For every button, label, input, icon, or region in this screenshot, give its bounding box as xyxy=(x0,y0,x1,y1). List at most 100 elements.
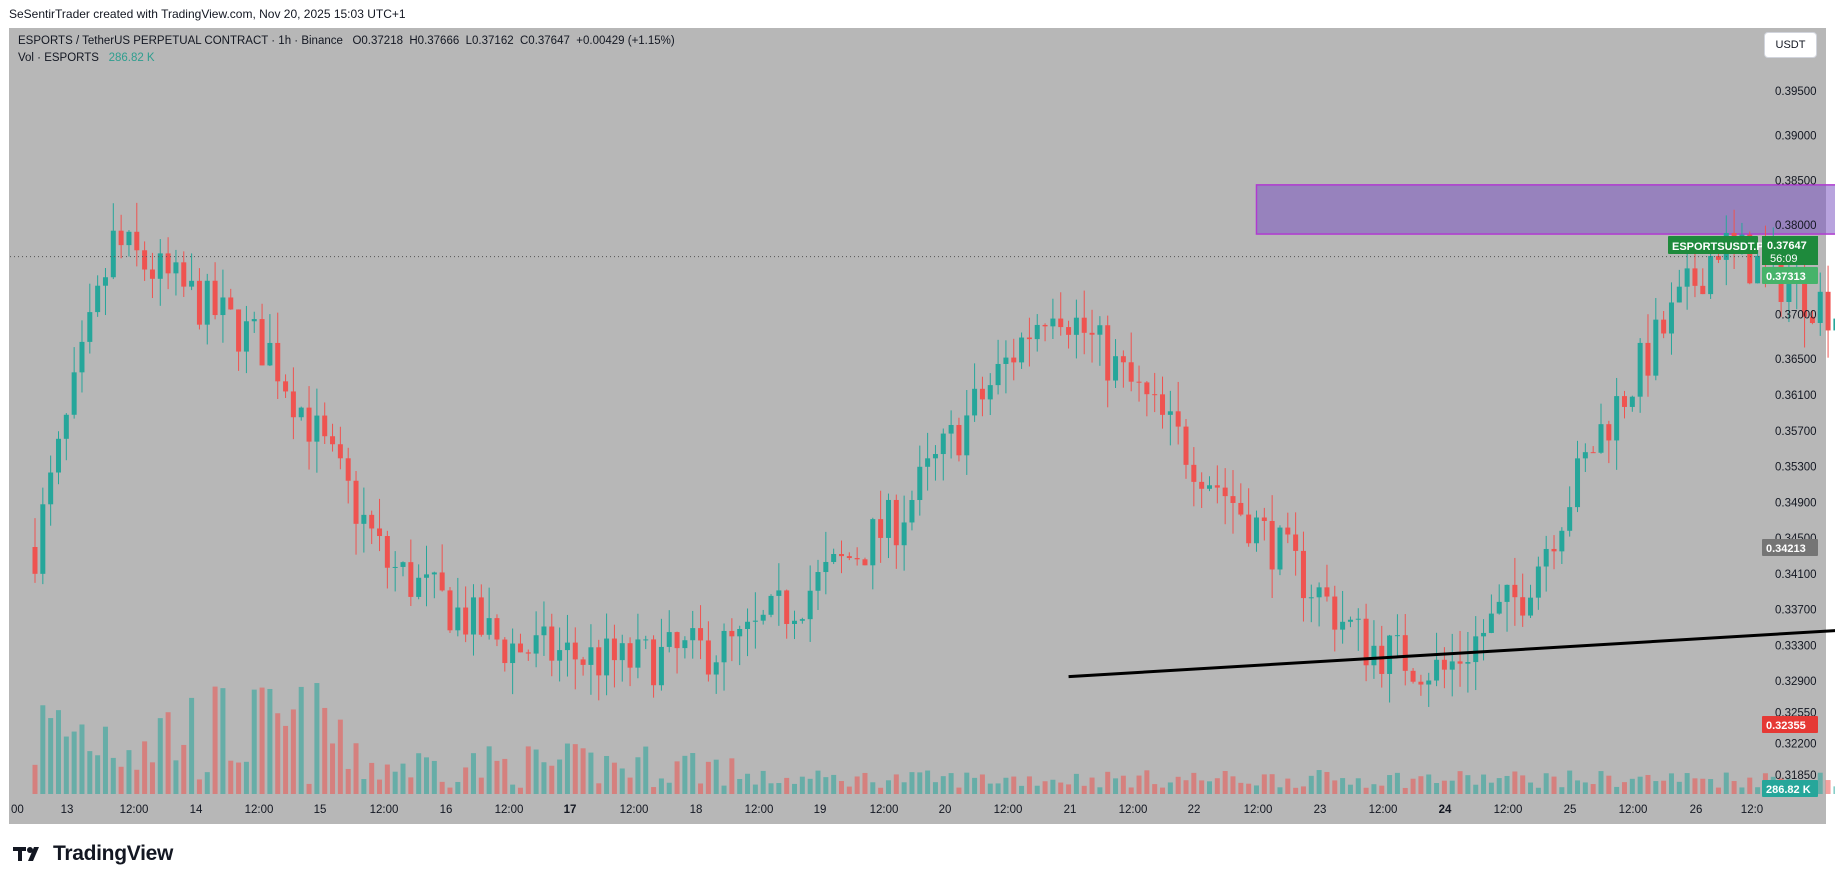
candle xyxy=(854,547,860,566)
candle xyxy=(1434,632,1440,687)
tradingview-logo[interactable]: TradingView xyxy=(13,842,173,866)
time-tick-label: 12:00 xyxy=(120,804,149,816)
volume-bar xyxy=(1387,775,1393,794)
candle xyxy=(666,610,672,653)
candle xyxy=(40,487,46,585)
candle-body xyxy=(502,639,508,664)
volume-bar xyxy=(549,765,555,794)
price-tick-label: 0.36500 xyxy=(1775,354,1817,366)
candle xyxy=(1050,298,1056,339)
candle-body xyxy=(1371,645,1377,666)
volume-bar xyxy=(1551,776,1557,794)
candle-body xyxy=(1809,316,1815,323)
volume-bar xyxy=(1230,776,1236,794)
candle xyxy=(408,539,414,607)
time-tick-label: 00 xyxy=(11,804,24,816)
candle xyxy=(925,432,931,491)
candle xyxy=(1371,620,1377,679)
candle xyxy=(416,564,422,600)
candle-body xyxy=(470,597,476,635)
candle xyxy=(1269,495,1275,598)
volume-bar xyxy=(604,755,610,794)
candle-body xyxy=(1512,584,1518,598)
volume-bar xyxy=(1269,774,1275,794)
candle xyxy=(1512,557,1518,626)
candle-body xyxy=(651,639,657,686)
volume-bar xyxy=(713,759,719,794)
candle-body xyxy=(1026,337,1032,340)
candle xyxy=(932,445,938,481)
candle-body xyxy=(721,630,727,663)
candle xyxy=(627,637,633,687)
candle-body xyxy=(1629,396,1635,407)
volume-bar xyxy=(1152,784,1158,794)
volume-bar xyxy=(1559,787,1565,794)
time-tick-label: 12:00 xyxy=(1369,804,1398,816)
candle xyxy=(1559,527,1565,564)
volume-bar xyxy=(995,783,1001,794)
candle xyxy=(142,241,148,281)
candle xyxy=(658,618,664,691)
candle-body xyxy=(1755,255,1761,284)
candle xyxy=(1833,318,1835,331)
candle xyxy=(243,305,249,374)
candle xyxy=(259,303,265,366)
candle-body xyxy=(1199,481,1205,489)
currency-button[interactable]: USDT xyxy=(1764,32,1817,58)
candle-body xyxy=(306,407,312,442)
chart-area[interactable] xyxy=(9,28,1826,824)
volume-bar xyxy=(956,787,962,794)
candle-body xyxy=(40,504,46,574)
candle-body xyxy=(737,629,743,637)
candle xyxy=(1183,419,1189,479)
candle xyxy=(306,386,312,470)
volume-bar xyxy=(932,782,938,794)
candle-body xyxy=(1175,411,1181,427)
symbol-legend[interactable]: ESPORTS / TetherUS PERPETUAL CONTRACT · … xyxy=(18,35,675,47)
time-tick-label: 23 xyxy=(1314,804,1327,816)
candle-body xyxy=(878,519,884,538)
candle-body xyxy=(1261,517,1267,521)
footer xyxy=(0,826,1835,883)
candle-body xyxy=(1300,550,1306,599)
volume-bar xyxy=(79,724,85,794)
volume-bar xyxy=(940,776,946,794)
volume-bar xyxy=(1606,775,1612,794)
price-axis: 0.39500 0.39000 0.38500 0.38000 0.37000 0.365… xyxy=(1775,86,1817,782)
candle xyxy=(1144,380,1150,417)
volume-bar xyxy=(745,773,751,794)
time-tick-label: 12:00 xyxy=(870,804,899,816)
volume-legend[interactable]: Vol · ESPORTS 286.82 K xyxy=(18,52,155,64)
candle-body xyxy=(204,280,210,325)
candle xyxy=(674,631,680,674)
candle-body xyxy=(1637,342,1643,397)
candle-body xyxy=(1058,318,1064,328)
volume-bar xyxy=(1011,776,1017,794)
bar-countdown: 56:09 xyxy=(1770,253,1798,265)
candle-body xyxy=(1003,357,1009,364)
volume-bar xyxy=(666,782,672,794)
candle-body xyxy=(345,458,351,481)
candle-body xyxy=(964,415,970,456)
candle xyxy=(1199,472,1205,509)
candle-body xyxy=(134,231,140,251)
time-tick-label: 12:0 xyxy=(1741,804,1763,816)
candle-body xyxy=(517,643,523,653)
volume-bar xyxy=(353,743,359,794)
candle xyxy=(1324,564,1330,602)
candle-body xyxy=(995,363,1001,386)
volume-bar xyxy=(909,772,915,794)
candle-body xyxy=(1222,487,1228,497)
candle-body xyxy=(220,297,226,316)
volume-bar xyxy=(400,763,406,794)
volume-bar xyxy=(1402,787,1408,794)
volume-bar xyxy=(1473,784,1479,794)
candle-body xyxy=(885,499,891,538)
candle-body xyxy=(596,647,602,676)
candle-body xyxy=(564,642,570,651)
candle-body xyxy=(1191,464,1197,482)
volume-bar xyxy=(1034,785,1040,794)
candle xyxy=(275,312,281,400)
candle-body xyxy=(1394,635,1400,637)
